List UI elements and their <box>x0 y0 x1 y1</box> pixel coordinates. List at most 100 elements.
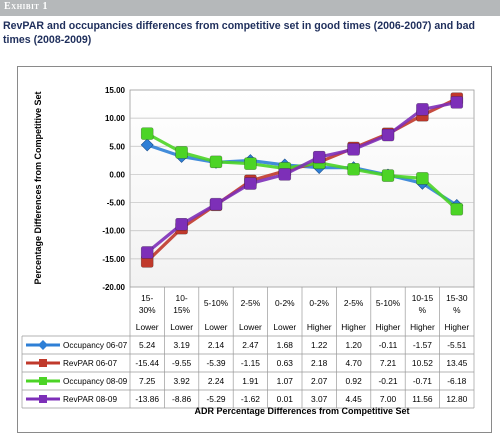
category-direction-label: Higher <box>307 322 332 332</box>
table-value-cell: 1.07 <box>277 376 294 386</box>
y-tick-label: 0.00 <box>109 170 125 179</box>
y-tick-label: 5.00 <box>109 142 125 151</box>
category-range-label: 5-10% <box>204 298 229 308</box>
table-value-cell: 3.19 <box>173 340 190 350</box>
table-value-cell: -0.71 <box>413 376 432 386</box>
table-value-cell: 10.52 <box>412 358 433 368</box>
y-axis-label: Percentage Differences from Competitive … <box>33 91 43 284</box>
table-value-cell: 0.92 <box>345 376 362 386</box>
y-tick-label: -10.00 <box>102 227 125 236</box>
y-tick-label: 15.00 <box>105 86 126 95</box>
category-direction-label: Lower <box>205 322 228 332</box>
data-point <box>450 202 464 216</box>
y-tick-label: -15.00 <box>102 255 125 264</box>
table-value-cell: 7.00 <box>380 394 397 404</box>
table-value-cell: 7.21 <box>380 358 397 368</box>
exhibit-label: Exhibit 1 <box>4 1 48 12</box>
category-range-label: % <box>419 305 427 315</box>
category-range-label: 5-10% <box>376 298 401 308</box>
category-direction-label: Lower <box>170 322 193 332</box>
category-range-label: 15% <box>173 305 190 315</box>
legend-marker <box>38 340 48 350</box>
legend-marker <box>39 359 47 367</box>
y-tick-label: 10.00 <box>105 114 126 123</box>
data-point <box>347 143 360 156</box>
legend-marker <box>39 395 47 403</box>
data-point <box>244 177 257 190</box>
table-value-cell: 7.25 <box>139 376 156 386</box>
y-tick-label: -5.00 <box>107 199 126 208</box>
table-value-cell: 2.07 <box>311 376 328 386</box>
category-direction-label: Lower <box>136 322 159 332</box>
data-point <box>140 127 154 140</box>
series-group <box>140 92 464 268</box>
table-value-cell: 2.18 <box>311 358 328 368</box>
chart-title: RevPAR and occupancies differences from … <box>3 20 475 46</box>
series-revpar-08-09 <box>140 96 464 259</box>
table-value-cell: 1.20 <box>345 340 362 350</box>
table-value-cell: 2.47 <box>242 340 259 350</box>
table-value-cell: 2.24 <box>208 376 225 386</box>
y-tick-labels: 15.00 10.00 5.00 0.00 -5.00 -10.00 -15.00 -20.0… <box>102 86 125 292</box>
legend-marker <box>39 377 47 385</box>
data-point <box>381 128 395 142</box>
table-value-cell: -1.15 <box>241 358 260 368</box>
table-value-cell: -13.86 <box>135 394 159 404</box>
category-range-label: % <box>453 305 461 315</box>
table-value-cell: 3.92 <box>173 376 190 386</box>
data-point <box>278 168 292 181</box>
table-value-cell: -5.39 <box>206 358 225 368</box>
data-point <box>175 217 188 231</box>
exhibit-tag: Exhibit 1 <box>0 0 500 16</box>
table-value-cell: -8.86 <box>172 394 191 404</box>
data-point <box>312 150 326 164</box>
data-point <box>347 162 360 176</box>
series-line <box>146 100 458 254</box>
legend-series-name: RevPAR 08-09 <box>63 395 117 404</box>
category-range-label: 30% <box>139 305 156 315</box>
data-point <box>244 157 257 170</box>
data-point <box>381 169 395 182</box>
legend-series-name: RevPAR 06-07 <box>63 359 117 368</box>
category-direction-label: Higher <box>341 322 366 332</box>
category-direction-label: Higher <box>444 322 469 332</box>
table-value-cell: 1.22 <box>311 340 328 350</box>
table-value-cell: 0.01 <box>277 394 294 404</box>
table-value-cell: 1.91 <box>242 376 259 386</box>
table-value-cell: 2.14 <box>208 340 225 350</box>
y-tick-label: -20.00 <box>102 283 125 292</box>
data-point <box>416 103 429 116</box>
category-range-label: 2-5% <box>344 298 364 308</box>
table-value-cell: 13.45 <box>446 358 467 368</box>
category-direction-label: Lower <box>273 322 296 332</box>
table-value-cell: 5.24 <box>139 340 156 350</box>
table-value-cell: 0.63 <box>277 358 294 368</box>
table-value-cell: -6.18 <box>447 376 466 386</box>
category-direction-label: Higher <box>410 322 435 332</box>
table-value-cell: 3.07 <box>311 394 328 404</box>
table-value-cell: -1.57 <box>413 340 432 350</box>
table-value-cell: -0.21 <box>378 376 397 386</box>
category-range-label: 0-2% <box>275 298 295 308</box>
legend-series-name: Occupancy 06-07 <box>63 341 128 350</box>
table-value-cell: -0.11 <box>379 340 398 350</box>
table-value-cell: 1.68 <box>277 340 294 350</box>
data-point <box>209 155 223 169</box>
data-point <box>175 146 188 159</box>
data-point <box>416 172 429 185</box>
category-range-label: 15-30 <box>446 293 468 303</box>
category-range-label: 0-2% <box>309 298 329 308</box>
category-range-label: 2-5% <box>241 298 261 308</box>
x-axis-label: ADR Percentage Differences from Competit… <box>194 406 409 416</box>
table-value-cell: 12.80 <box>446 394 467 404</box>
table-value-cell: -15.44 <box>135 358 159 368</box>
plot-area <box>129 89 475 288</box>
table-value-cell: -9.55 <box>172 358 191 368</box>
category-direction-label: Lower <box>239 322 262 332</box>
table-value-cell: 11.56 <box>412 394 433 404</box>
data-point <box>140 138 154 152</box>
category-range-label: 10- <box>176 293 188 303</box>
data-table: 15-30% Lower 10- 15% Lower 5-10% Lower 2-5% Lowe… <box>21 287 475 409</box>
data-point <box>209 197 223 211</box>
table-value-cell: -5.29 <box>206 394 225 404</box>
